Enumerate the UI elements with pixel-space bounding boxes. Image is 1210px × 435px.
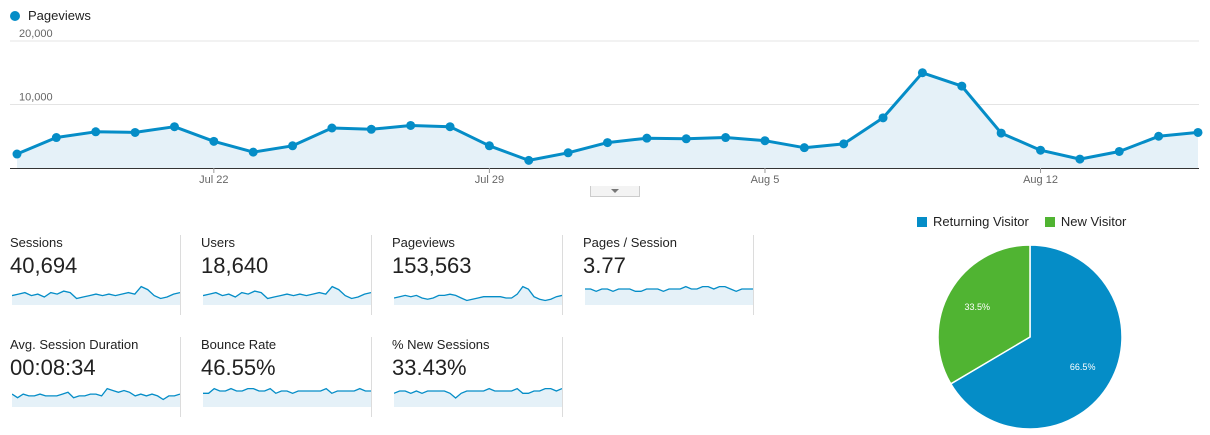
- sparkline-line: [203, 285, 371, 300]
- chart-collapse-handle[interactable]: [590, 186, 640, 197]
- data-point[interactable]: [760, 136, 770, 146]
- metric-avg-session-duration[interactable]: Avg. Session Duration 00:08:34: [0, 337, 181, 417]
- sessions-sparkline: [12, 285, 180, 305]
- sparkline-area: [12, 388, 180, 407]
- avg-session-duration-sparkline: [12, 387, 180, 407]
- pie-slice-new-visitor[interactable]: [937, 244, 1031, 385]
- data-point[interactable]: [1193, 127, 1203, 137]
- data-point[interactable]: [1114, 146, 1124, 156]
- data-point[interactable]: [1154, 131, 1164, 141]
- metric-label: Pageviews: [392, 235, 455, 250]
- sparkline-area: [585, 286, 753, 305]
- pageviews-area: [17, 72, 1198, 168]
- sparkline-line: [394, 387, 562, 399]
- sparkline-line: [203, 387, 371, 395]
- metric-value: 3.77: [583, 253, 626, 278]
- metric-value: 33.43%: [392, 355, 467, 380]
- data-point[interactable]: [917, 68, 927, 78]
- data-point[interactable]: [957, 81, 967, 91]
- sparkline-area: [394, 388, 562, 407]
- sparkline-line: [394, 285, 562, 302]
- x-tick-label: Aug 5: [751, 174, 780, 186]
- data-point[interactable]: [445, 122, 455, 132]
- data-point[interactable]: [169, 122, 179, 132]
- data-point[interactable]: [603, 138, 612, 148]
- data-point[interactable]: [563, 148, 573, 158]
- data-point[interactable]: [406, 120, 416, 130]
- metric-label: Avg. Session Duration: [10, 337, 139, 352]
- data-point[interactable]: [366, 124, 376, 134]
- pie-legend-label: Returning Visitor: [933, 214, 1029, 229]
- chart-legend[interactable]: Pageviews: [10, 8, 91, 23]
- pie-legend-label: New Visitor: [1060, 214, 1127, 229]
- metric-pages-per-session[interactable]: Pages / Session 3.77: [573, 235, 754, 315]
- metric-users[interactable]: Users 18,640: [191, 235, 372, 315]
- sparkline-line: [12, 387, 180, 401]
- pie-legend-item-returning[interactable]: Returning Visitor: [917, 214, 1029, 229]
- data-point[interactable]: [524, 155, 534, 165]
- data-point[interactable]: [721, 133, 731, 143]
- data-point[interactable]: [1036, 145, 1046, 155]
- series-color-dot-icon: [10, 10, 20, 21]
- metric-new-sessions[interactable]: % New Sessions 33.43%: [382, 337, 563, 417]
- pie-slice-label: 66.5%: [1070, 362, 1096, 372]
- y-tick-label: 10,000: [19, 92, 53, 104]
- bounce-rate-sparkline: [203, 387, 371, 407]
- sparkline-line: [585, 285, 753, 293]
- data-point[interactable]: [1075, 154, 1085, 164]
- data-point[interactable]: [839, 139, 849, 149]
- metric-label: Sessions: [10, 235, 63, 250]
- returning-visitor-swatch-icon: [917, 216, 927, 227]
- y-tick-label: 20,000: [19, 28, 53, 40]
- data-point[interactable]: [130, 127, 140, 137]
- pages-per-session-sparkline: [585, 285, 753, 305]
- pie-legend-item-new[interactable]: New Visitor: [1044, 214, 1127, 229]
- x-tick-label: Jul 29: [475, 174, 504, 186]
- data-point[interactable]: [51, 133, 61, 143]
- data-point[interactable]: [642, 133, 652, 143]
- pie-slice-returning-visitor[interactable]: [949, 244, 1123, 430]
- metric-value: 00:08:34: [10, 355, 96, 380]
- sparkline-area: [394, 286, 562, 305]
- data-point[interactable]: [878, 113, 888, 123]
- sparkline-area: [203, 388, 371, 407]
- metric-sessions[interactable]: Sessions 40,694: [0, 235, 181, 315]
- data-point[interactable]: [209, 136, 219, 146]
- metric-pageviews[interactable]: Pageviews 153,563: [382, 235, 563, 315]
- x-tick-label: Jul 22: [199, 174, 228, 186]
- new-visitor-swatch-icon: [1044, 216, 1055, 227]
- metric-value: 153,563: [392, 253, 472, 278]
- data-point[interactable]: [327, 123, 337, 133]
- data-point[interactable]: [12, 149, 22, 159]
- data-point[interactable]: [248, 147, 258, 157]
- sparkline-line: [12, 285, 180, 300]
- metric-label: Users: [201, 235, 235, 250]
- metric-bounce-rate[interactable]: Bounce Rate 46.55%: [191, 337, 372, 417]
- metric-value: 40,694: [10, 253, 78, 278]
- data-point[interactable]: [996, 128, 1006, 138]
- x-tick-label: Aug 12: [1023, 174, 1058, 186]
- series-legend-label: Pageviews: [28, 8, 91, 23]
- data-point[interactable]: [91, 127, 101, 137]
- metric-label: Bounce Rate: [201, 337, 277, 352]
- data-point[interactable]: [681, 134, 691, 144]
- data-point[interactable]: [799, 143, 809, 153]
- pageviews-line-chart[interactable]: 20,000 10,000 Jul 22 Jul 29 Aug 5 Aug 12: [0, 28, 1210, 188]
- pageviews-sparkline: [394, 285, 562, 305]
- metric-label: Pages / Session: [583, 235, 677, 250]
- data-point[interactable]: [288, 141, 298, 151]
- chevron-down-icon: [611, 189, 619, 193]
- new-sessions-sparkline: [394, 387, 562, 407]
- pie-slice-label: 33.5%: [965, 302, 991, 312]
- visitor-type-pie-chart[interactable]: 66.5% 33.5%: [930, 240, 1130, 435]
- pie-legend: Returning Visitor New Visitor: [917, 214, 1126, 229]
- users-sparkline: [203, 285, 371, 305]
- metric-value: 18,640: [201, 253, 269, 278]
- metric-value: 46.55%: [201, 355, 276, 380]
- metric-label: % New Sessions: [392, 337, 490, 352]
- data-point[interactable]: [484, 141, 494, 151]
